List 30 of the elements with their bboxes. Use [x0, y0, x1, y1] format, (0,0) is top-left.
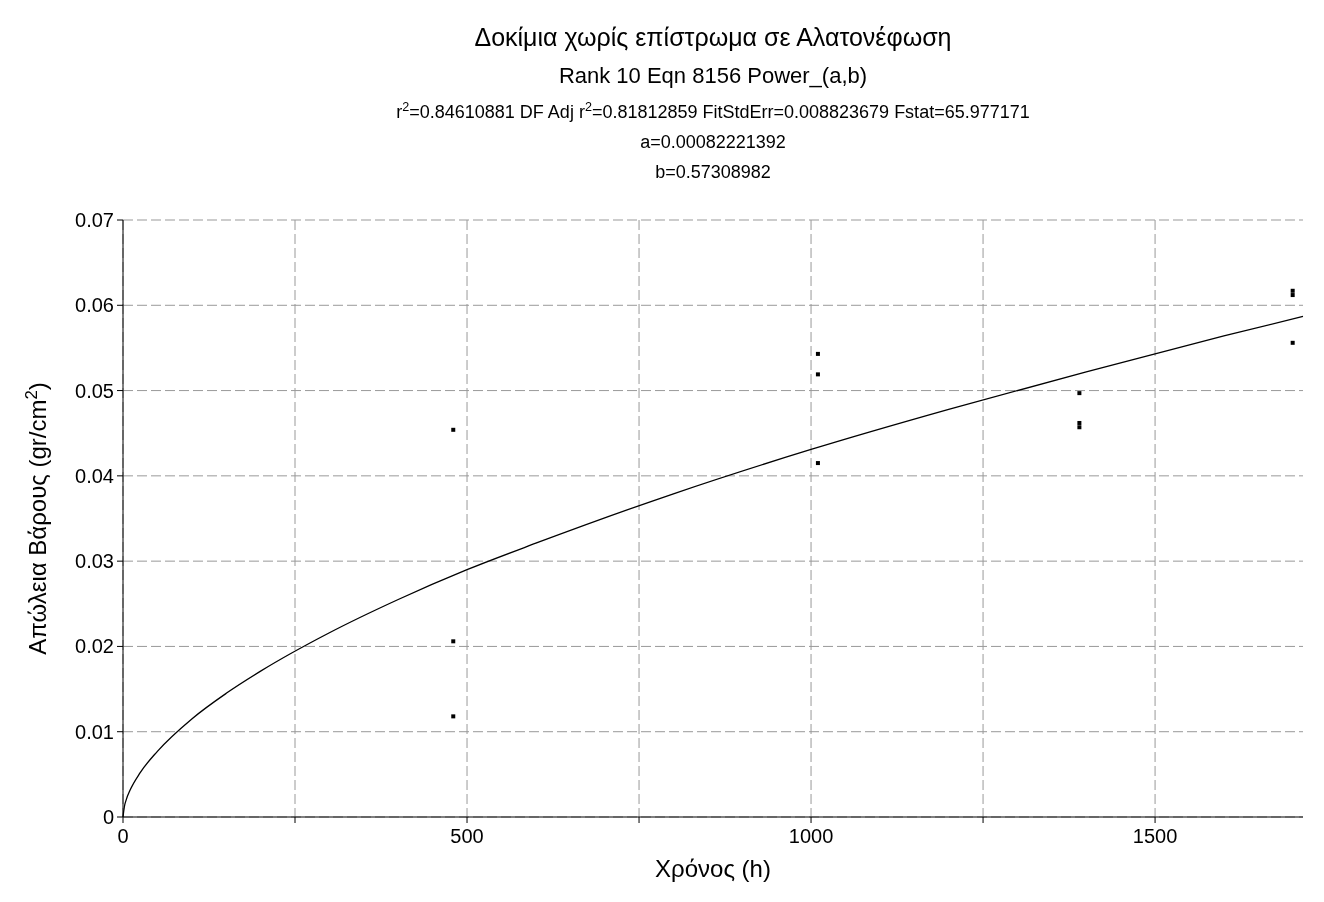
text: b=0.57308982	[655, 162, 771, 182]
point	[815, 461, 820, 466]
x-tick-label: 0	[117, 825, 129, 847]
y-tick-label: 0.02	[75, 635, 114, 658]
y-tick-label: 0	[102, 806, 114, 828]
text: r$^{2}$=0.84610881 DF Adj r$^{2}$=0.81812859 FitStdErr=0.008823679 Fstat=65.977171	[396, 100, 1030, 122]
point	[1290, 288, 1295, 293]
point	[1077, 425, 1082, 430]
chart-subtitle: Rank 10 Eqn 8156 Power_(a,b)	[558, 63, 868, 88]
y-tick-label: 0.01	[75, 720, 114, 743]
point	[815, 372, 820, 377]
point	[451, 714, 456, 719]
x-tick-label: 1000	[788, 825, 834, 847]
y-tick-label: 0.06	[75, 294, 114, 317]
y-tick-label: 0.05	[75, 379, 114, 402]
y-tick-label: 0.03	[75, 550, 114, 573]
point	[1290, 340, 1295, 345]
point	[451, 427, 456, 432]
x-tick-label: 1500	[1132, 825, 1178, 847]
chart-title: Δοκίμια χωρίς επίστρωμα σε Αλατονέφωση	[474, 23, 952, 51]
point	[1290, 293, 1295, 298]
text: a=0.00082221392	[640, 132, 786, 152]
y-tick-label: 0.07	[75, 209, 114, 231]
point	[1077, 391, 1082, 396]
x-axis-title: Χρόνος (h)	[655, 855, 771, 882]
point	[1077, 420, 1082, 425]
point	[451, 639, 456, 644]
point	[815, 351, 820, 356]
y-tick-label: 0.04	[75, 464, 114, 487]
x-tick-label: 500	[450, 825, 484, 847]
